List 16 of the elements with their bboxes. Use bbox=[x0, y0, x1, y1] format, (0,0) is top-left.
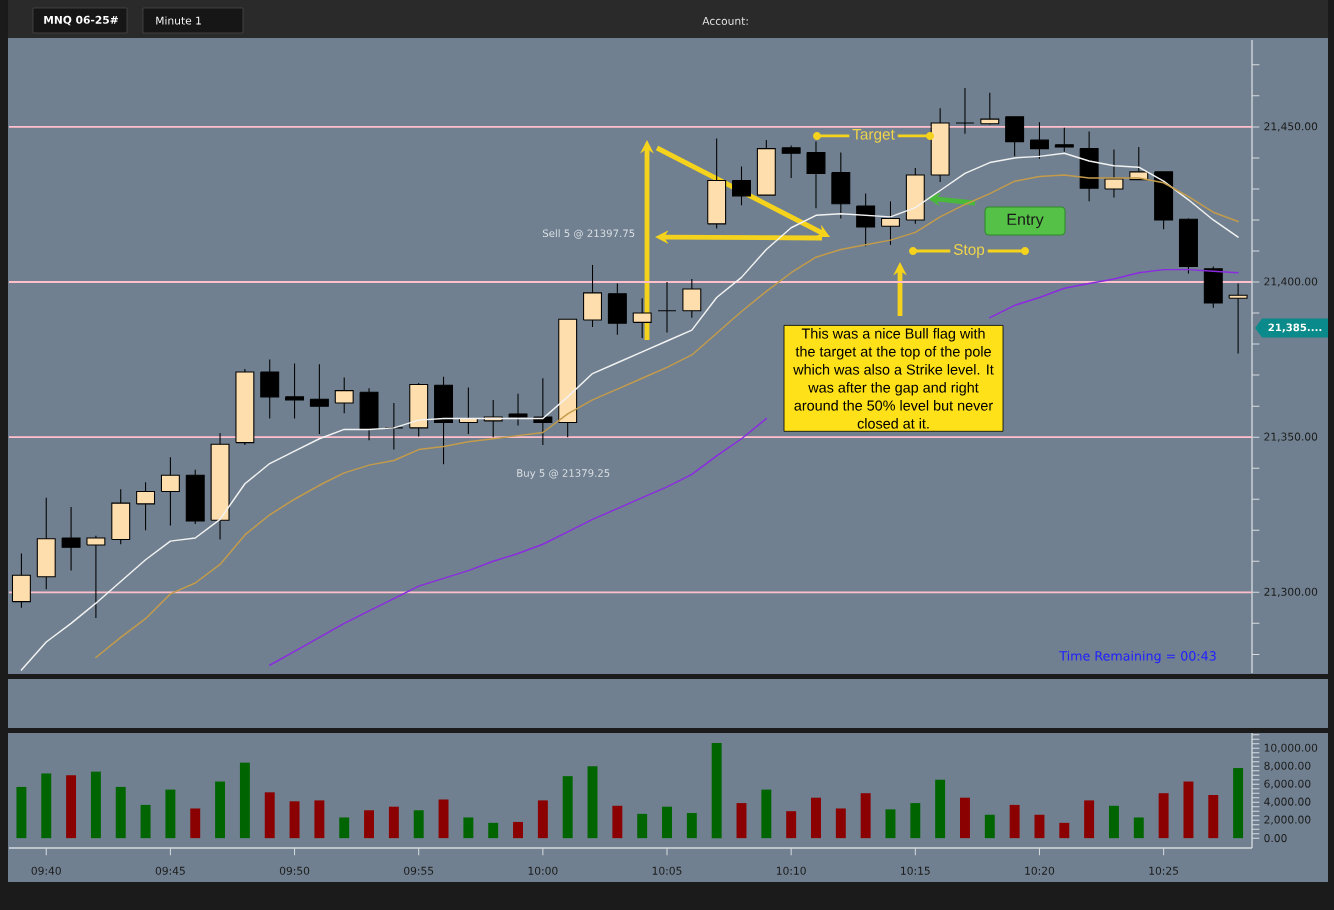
x-tick-label: 09:45 bbox=[155, 866, 185, 875]
x-tick-label: 10:00 bbox=[528, 866, 558, 875]
x-tick-label: 10:20 bbox=[1025, 866, 1055, 875]
y-tick-label: 10,000.00 bbox=[1264, 743, 1318, 753]
y-tick-label: 8,000.00 bbox=[1264, 761, 1311, 771]
x-tick-label: 10:15 bbox=[901, 866, 930, 875]
y-tick-label: 2,000.00 bbox=[1264, 815, 1311, 825]
y-tick-label: 6,000.00 bbox=[1264, 779, 1311, 789]
x-tick-label: 09:50 bbox=[279, 866, 310, 875]
y-tick-label: 4,000.00 bbox=[1264, 797, 1311, 807]
x-tick-label: 09:40 bbox=[31, 866, 61, 875]
x-tick-label: 10:10 bbox=[776, 866, 806, 875]
x-tick-label: 10:05 bbox=[652, 866, 682, 875]
y-tick-label: 0.00 bbox=[1264, 834, 1287, 843]
x-tick-label: 09:55 bbox=[404, 866, 434, 875]
x-tick-label: 10:25 bbox=[1149, 866, 1179, 875]
